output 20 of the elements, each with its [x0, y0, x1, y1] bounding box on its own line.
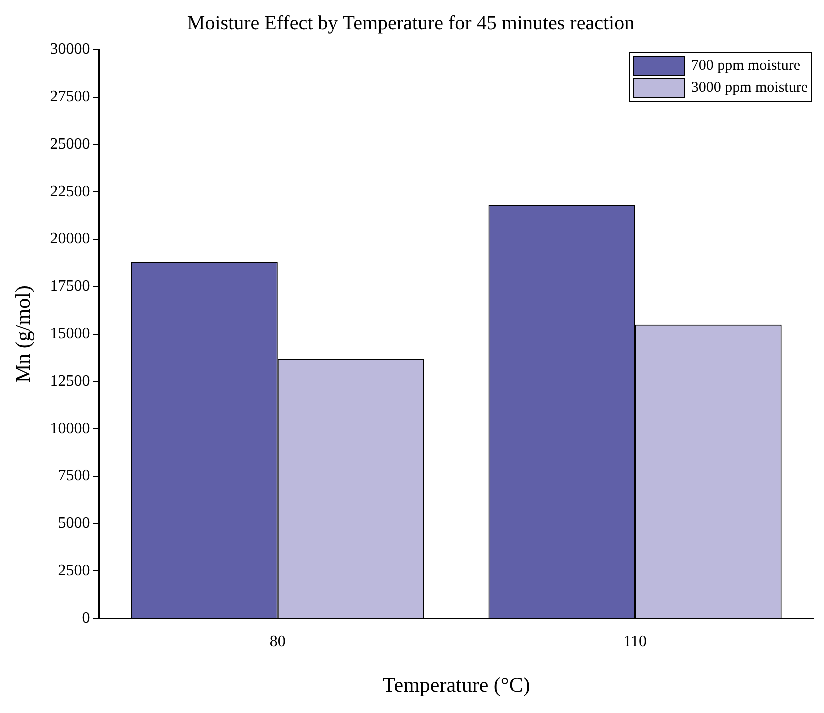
y-tick-label: 15000 [50, 326, 90, 343]
legend-label: 3000 ppm moisture [691, 80, 808, 96]
x-tick-label: 110 [624, 633, 648, 650]
legend-label: 700 ppm moisture [691, 58, 800, 74]
x-axis-title: Temperature (°C) [382, 672, 530, 697]
y-tick-label: 27500 [50, 88, 90, 106]
y-tick-label: 10000 [50, 420, 90, 438]
x-tick-label: 80 [270, 633, 286, 650]
y-tick-label: 22500 [50, 183, 90, 200]
y-tick-label: 20000 [50, 230, 90, 248]
y-tick-label: 0 [82, 610, 90, 627]
y-tick-label: 5000 [58, 515, 90, 532]
y-axis-title: Mn (g/mol) [11, 286, 36, 384]
y-tick-label: 30000 [50, 41, 90, 58]
y-tick-label: 12500 [50, 372, 90, 390]
y-tick-label: 2500 [58, 562, 90, 580]
y-tick-label: 17500 [50, 278, 90, 296]
y-tick-label: 7500 [58, 468, 90, 485]
y-tick-label: 25000 [50, 136, 90, 153]
chart-title: Moisture Effect by Temperature for 45 minutes reaction [187, 12, 635, 34]
